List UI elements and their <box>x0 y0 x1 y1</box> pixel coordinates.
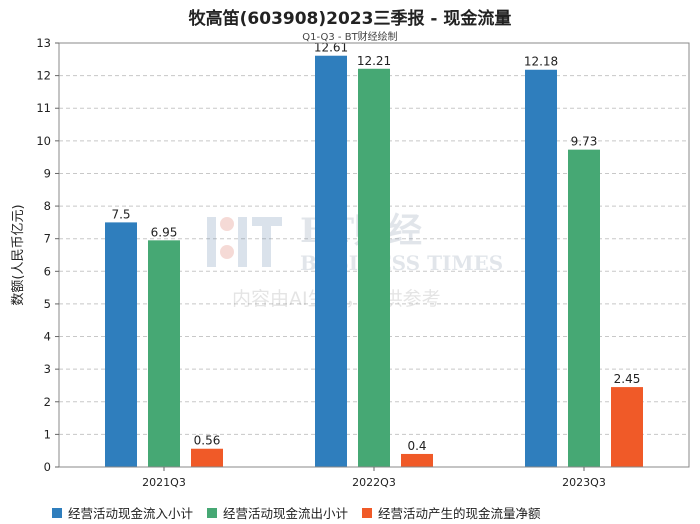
legend-label: 经营活动产生的现金流量净额 <box>378 506 541 521</box>
legend-item: 经营活动现金流入小计 <box>52 503 193 522</box>
data-label: 7.5 <box>111 207 130 221</box>
data-label: 12.18 <box>524 55 558 69</box>
data-label: 0.56 <box>194 434 221 448</box>
bar <box>568 149 600 467</box>
data-label: 0.4 <box>407 439 426 453</box>
bar <box>105 222 137 467</box>
x-tick-label: 2022Q3 <box>352 476 396 489</box>
legend-label: 经营活动现金流入小计 <box>68 506 194 521</box>
y-tick-label: 10 <box>36 134 51 148</box>
y-tick-label: 7 <box>44 232 51 246</box>
x-tick-label: 2021Q3 <box>142 476 186 489</box>
data-label: 12.61 <box>314 41 348 55</box>
data-label: 6.95 <box>151 225 178 239</box>
chart-title: 牧高笛(603908)2023三季报 - 现金流量 <box>188 9 512 29</box>
bar <box>401 453 433 467</box>
legend-label: 经营活动现金流出小计 <box>223 506 349 521</box>
bar <box>315 55 347 467</box>
bar <box>611 387 643 467</box>
legend-item: 经营活动现金流出小计 <box>207 503 348 522</box>
x-tick-label: 2023Q3 <box>562 476 606 489</box>
y-axis-label: 数额(人民币亿元) <box>11 204 26 305</box>
bar <box>191 448 223 467</box>
data-label: 12.21 <box>357 54 391 68</box>
y-tick-label: 5 <box>44 297 51 311</box>
y-tick-label: 4 <box>44 330 51 344</box>
data-label: 2.45 <box>614 372 641 386</box>
y-tick-label: 6 <box>44 264 51 278</box>
legend-item: 经营活动产生的现金流量净额 <box>362 503 541 522</box>
y-tick-label: 9 <box>44 166 51 180</box>
y-tick-label: 8 <box>44 199 51 213</box>
y-tick-label: 11 <box>36 101 51 115</box>
legend-swatch <box>362 507 373 518</box>
chart-subtitle: Q1-Q3 - BT财经绘制 <box>302 32 398 43</box>
bar <box>525 69 557 467</box>
y-tick-label: 13 <box>36 36 51 50</box>
y-tick-label: 3 <box>44 362 51 376</box>
watermark-logo: BT财经 BUSINESS TIMES 内容由AI生成，仅供参考 <box>207 211 503 310</box>
y-tick-label: 12 <box>36 69 51 83</box>
bar <box>358 68 390 468</box>
legend-swatch <box>207 507 218 518</box>
data-label: 9.73 <box>571 135 598 149</box>
bar <box>148 240 180 467</box>
y-tick-label: 0 <box>44 460 51 474</box>
y-tick-label: 2 <box>44 395 51 409</box>
bars <box>105 55 643 468</box>
legend-swatch <box>52 507 62 518</box>
legend: 经营活动现金流入小计 经营活动现金流出小计 经营活动产生的现金流量净额 <box>52 503 541 522</box>
data-labels: 7.5 6.95 0.56 12.61 12.21 0.4 12.18 9.73 2.45 <box>111 41 640 453</box>
y-tick-label: 1 <box>44 427 51 441</box>
